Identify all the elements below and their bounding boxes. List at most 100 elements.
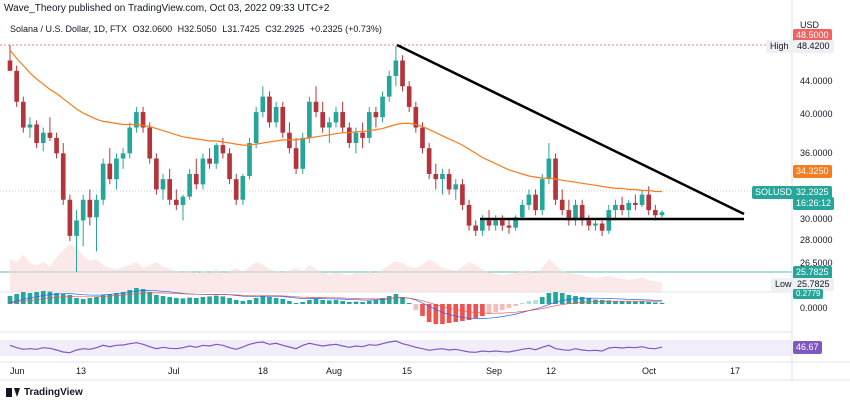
macd-bar: [433, 304, 439, 324]
candle-body: [533, 194, 538, 211]
macd-bar: [327, 300, 332, 304]
date-tick: Jun: [10, 366, 25, 376]
candle-body: [240, 176, 246, 200]
symbol-tag: SOLUSD: [752, 186, 796, 199]
macd-bar: [386, 296, 392, 304]
date-tick: 13: [76, 366, 86, 376]
candles: [7, 45, 665, 272]
macd-bar: [420, 304, 425, 316]
symbol-legend[interactable]: Solana / U.S. Dollar, 1D, FTX O32.0600 H…: [10, 24, 385, 34]
macd-bar: [619, 301, 625, 304]
macd-bar: [233, 300, 239, 304]
candle-body: [493, 220, 499, 226]
moving-average-line: [9, 49, 662, 193]
macd-bar: [253, 298, 259, 304]
candle-body: [559, 199, 565, 211]
macd-bar: [200, 297, 206, 304]
candle-body: [346, 127, 352, 144]
date-tick: Oct: [642, 366, 657, 376]
candle-body: [653, 210, 658, 216]
macd-bar: [426, 304, 432, 322]
candle-body: [639, 194, 645, 205]
candle-body: [320, 112, 326, 128]
macd-bar: [220, 296, 226, 304]
macd-bar: [260, 296, 266, 304]
candle-body: [599, 223, 605, 231]
candle-body: [107, 163, 113, 180]
low-label: Low: [771, 278, 796, 291]
macd-bar: [473, 304, 479, 318]
candle-body: [94, 199, 99, 218]
macd-bar: [160, 296, 166, 304]
candle-body: [353, 132, 359, 144]
macd-bar: [573, 296, 578, 304]
candle-body: [380, 96, 385, 118]
macd-bar: [320, 300, 326, 304]
macd-bar: [360, 302, 365, 304]
candle-body: [420, 127, 425, 149]
macd-histogram: [7, 288, 665, 324]
volume-fill: [10, 244, 662, 292]
macd-bar: [539, 297, 545, 304]
macd-bar: [87, 298, 93, 304]
candle-body: [619, 204, 625, 211]
candle-body: [340, 112, 345, 128]
macd-bar: [100, 295, 106, 304]
candle-body: [373, 112, 379, 118]
candle-body: [473, 225, 479, 231]
candle-body: [207, 158, 212, 164]
price-tick: 36.0000: [800, 148, 833, 158]
macd-bar: [626, 301, 632, 304]
macd-bar: [227, 298, 232, 304]
tradingview-icon: [6, 388, 20, 397]
candle-body: [173, 199, 179, 205]
candle-body: [87, 199, 93, 218]
candle-body: [480, 220, 485, 231]
macd-bar: [300, 302, 306, 304]
date-tick: Aug: [326, 366, 342, 376]
price-tick: 30.0000: [800, 214, 833, 224]
candle-body: [213, 145, 219, 164]
macd-bar: [134, 288, 139, 304]
tradingview-logo[interactable]: TradingView: [6, 387, 83, 398]
macd-bar: [446, 304, 452, 323]
macd-bar: [80, 299, 86, 304]
macd-bar: [453, 304, 459, 322]
macd-bar: [180, 298, 186, 304]
last-price-tag: 32.2925: [793, 186, 832, 199]
candle-body: [300, 137, 306, 169]
candle-body: [633, 202, 638, 205]
red-top-tag: 48.5000: [793, 29, 832, 42]
candle-body: [200, 158, 206, 185]
macd-bar: [579, 297, 585, 304]
candle-body: [67, 199, 73, 236]
macd-bar: [353, 301, 359, 304]
macd-bar: [247, 300, 252, 304]
candle-body: [313, 101, 319, 113]
macd-bar: [267, 297, 272, 304]
macd-small-tag: 0.2779: [793, 289, 824, 299]
macd-bar: [127, 290, 133, 304]
macd-bar: [480, 304, 485, 316]
macd-bar: [380, 298, 385, 304]
candle-body: [333, 112, 339, 123]
macd-bar: [173, 298, 179, 304]
candle-body: [20, 101, 26, 128]
macd-bar: [67, 295, 73, 304]
candle-body: [659, 212, 665, 216]
candle-body: [80, 199, 86, 221]
macd-bar: [107, 294, 113, 304]
rsi-value-tag: 46.67: [793, 341, 822, 354]
low-green-tag: 25.7825: [793, 266, 832, 279]
candle-body: [400, 60, 405, 87]
macd-signal-line: [9, 289, 663, 319]
candle-body: [253, 112, 259, 144]
macd-bar: [606, 300, 612, 304]
descending-trendline[interactable]: [396, 43, 745, 216]
symbol-name: Solana / U.S. Dollar, 1D, FTX: [10, 24, 128, 34]
macd-bar: [613, 301, 618, 304]
candle-body: [147, 127, 153, 159]
candle-body: [74, 220, 79, 236]
candle-body: [546, 158, 552, 180]
